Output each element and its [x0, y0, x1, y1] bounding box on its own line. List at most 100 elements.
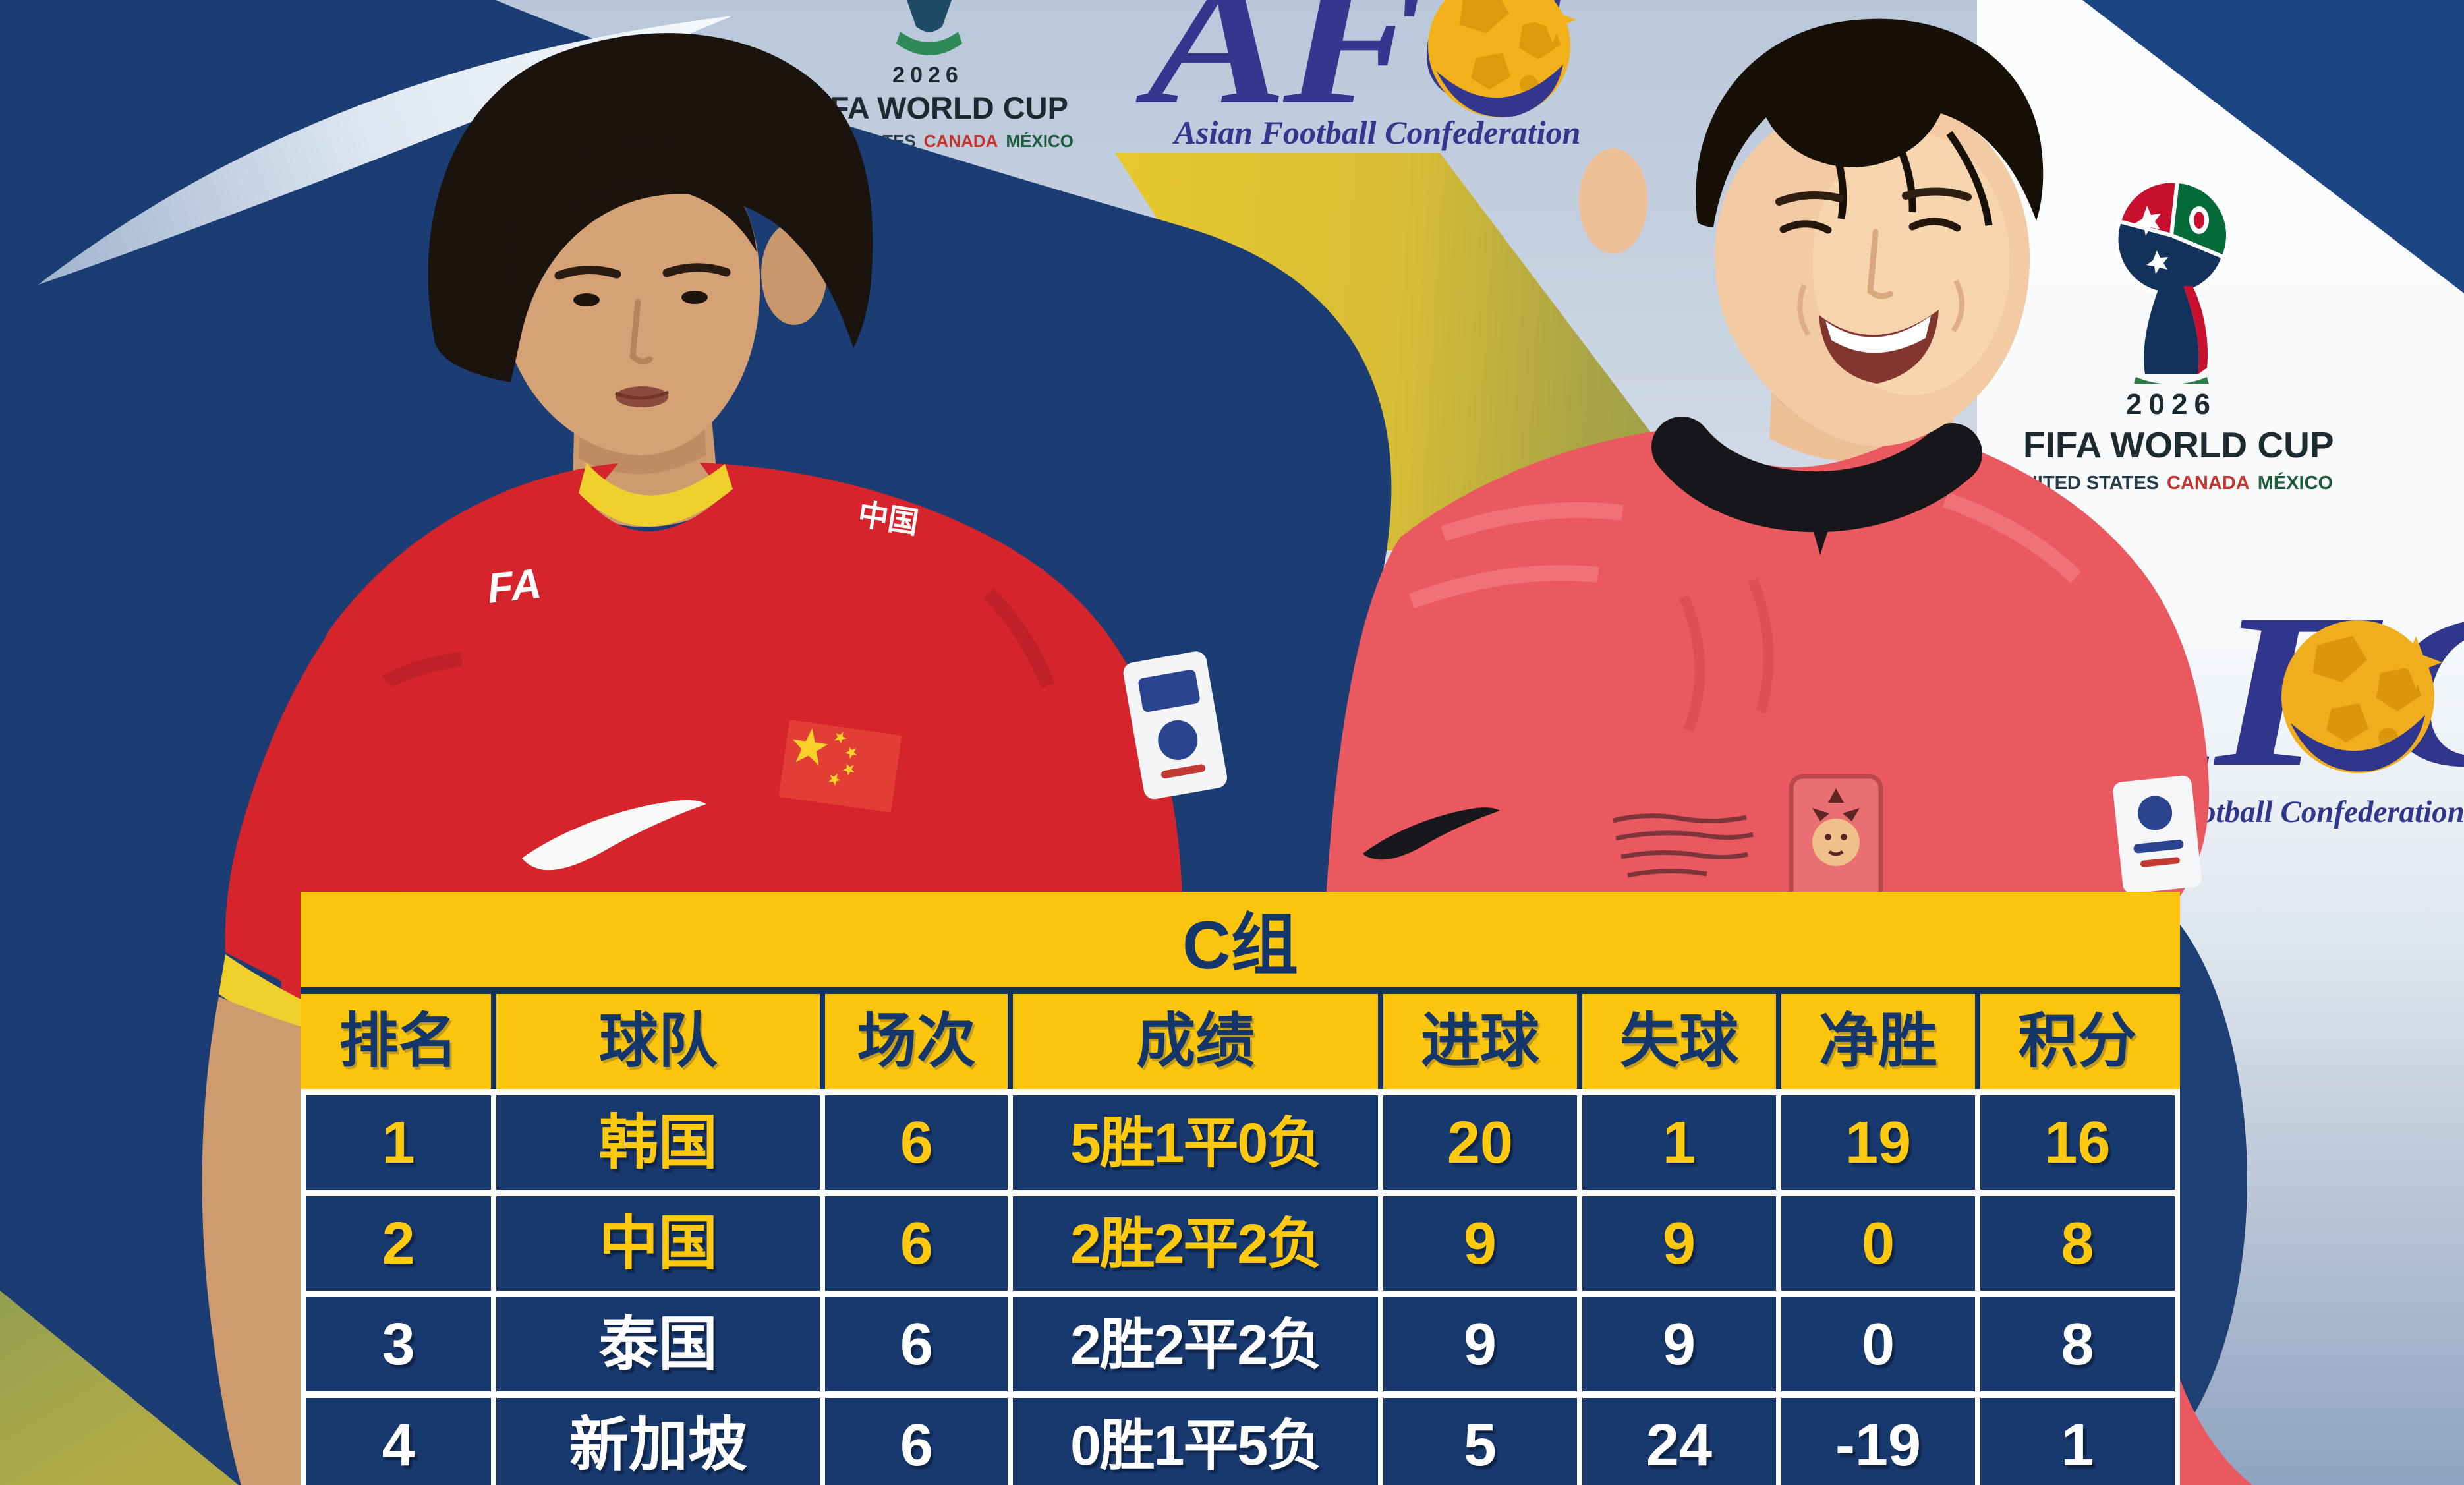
lip-line	[615, 390, 669, 400]
table-row: 4 新加坡 6 0胜1平5负 5 24 -19 1	[306, 1391, 2175, 1485]
jersey-fold	[983, 588, 1055, 688]
table-row: 2 中国 6 2胜2平2负 9 9 0 8	[306, 1190, 2175, 1291]
nose	[629, 299, 653, 364]
collar	[579, 463, 733, 527]
hair	[1696, 18, 2044, 227]
header-goal-diff: 净胜	[1781, 994, 1981, 1089]
points-cell: 16	[1980, 1095, 2175, 1190]
olive-ribbon-corner	[0, 1291, 239, 1485]
nike-swoosh-icon	[522, 800, 706, 871]
goals-for-cell: 9	[1383, 1196, 1582, 1291]
eyebrow	[554, 266, 621, 280]
standings-table: C组 排名 球队 场次 成绩 进球 失球 净胜 积分 1 韩国 6 5胜1平0负…	[301, 892, 2180, 1485]
fifa-title: FIFA WORLD CUP	[2023, 424, 2334, 465]
teeth	[1825, 316, 1931, 353]
afc-globe-icon	[2281, 620, 2442, 773]
goals-for-cell: 9	[1383, 1297, 1582, 1391]
eyebrow	[662, 263, 731, 277]
tiger-crest	[1789, 774, 1883, 911]
fifa-year: 2026	[2126, 388, 2217, 421]
hair-strand	[1946, 131, 1993, 226]
smile-fold	[1951, 279, 1964, 333]
played-cell: 6	[825, 1196, 1014, 1291]
played-cell: 6	[825, 1297, 1014, 1391]
record-cell: 2胜2平2负	[1013, 1297, 1383, 1391]
afc-name-top: Asian Football Confederation	[1174, 114, 1581, 151]
points-cell: 8	[1980, 1196, 2175, 1291]
ear	[1579, 148, 1647, 254]
smile-fold	[1797, 283, 1811, 337]
table-header-row: 排名 球队 场次 成绩 进球 失球 净胜 积分	[301, 994, 2180, 1089]
header-points: 积分	[2018, 1008, 2137, 1074]
eyebrow	[1902, 187, 1972, 201]
header-team: 球队	[496, 994, 826, 1089]
goals-against-cell: 9	[1582, 1297, 1781, 1391]
goals-for-cell: 5	[1383, 1398, 1582, 1485]
jersey-fold	[1943, 492, 2082, 583]
goal-diff-cell: -19	[1781, 1398, 1981, 1485]
table-row: 1 韩国 6 5胜1平0负 20 1 19 16	[306, 1089, 2175, 1190]
team-cell: 中国	[496, 1196, 826, 1291]
team-cell: 泰国	[496, 1297, 826, 1391]
eye	[681, 291, 708, 304]
qualifier-badge	[1123, 651, 1227, 800]
goals-against-cell: 1	[1582, 1095, 1781, 1190]
hair-strand	[1819, 118, 1847, 219]
host-canada: CANADA	[923, 131, 998, 151]
fifa-title: FIFA WORLD CUP	[803, 90, 1068, 125]
hair	[428, 33, 873, 383]
jersey-fold	[1748, 578, 1774, 714]
hairline	[508, 140, 757, 283]
group-title: C组	[301, 892, 2180, 994]
nike-swoosh-icon	[1363, 807, 1500, 860]
eyebrow	[1775, 191, 1844, 206]
header-played: 场次	[825, 994, 1014, 1089]
jersey-fold	[1441, 502, 1624, 542]
goals-against-cell: 9	[1582, 1196, 1781, 1291]
fifa-world-cup-logo-right: 2026 FIFA WORLD CUP UNITED STATES CANADA M…	[2010, 179, 2334, 494]
rank-cell: 3	[306, 1297, 497, 1391]
host-mexico: MÉXICO	[1006, 131, 1074, 151]
header-record: 成绩	[1013, 994, 1383, 1089]
nose	[1867, 229, 1893, 299]
team-cell: 韩国	[496, 1095, 826, 1190]
jersey-fold	[1408, 565, 1599, 609]
china-flag-patch	[779, 720, 902, 813]
points-cell: 1	[1980, 1398, 2175, 1485]
header-goals-for: 进球	[1383, 994, 1582, 1089]
played-cell: 6	[825, 1398, 1014, 1485]
fifa-trophy-icon	[896, 0, 962, 55]
afc-globe-icon	[1428, 0, 1576, 117]
record-cell: 0胜1平5负	[1013, 1398, 1383, 1485]
table-row: 3 泰国 6 2胜2平2负 9 9 0 8	[306, 1291, 2175, 1391]
collar	[1651, 417, 1982, 533]
goal-diff-cell: 19	[1781, 1095, 1981, 1190]
eye-smiling	[1779, 220, 1832, 234]
played-cell: 6	[825, 1095, 1014, 1190]
eye-smiling	[1908, 218, 1961, 232]
fifa-trophy-color-icon	[2114, 179, 2230, 399]
hair-strand	[1883, 118, 1916, 213]
goal-diff-cell: 0	[1781, 1196, 1981, 1291]
header-rank: 排名	[306, 994, 497, 1089]
fifa-year: 2026	[892, 63, 963, 88]
rank-cell: 2	[306, 1196, 497, 1291]
header-goals-against: 失球	[1582, 994, 1781, 1089]
goals-against-cell: 24	[1582, 1398, 1781, 1485]
qualifier-badge	[2113, 775, 2202, 894]
jersey-chest-text: FA	[485, 560, 544, 612]
rank-cell: 1	[306, 1095, 497, 1190]
eye	[573, 293, 600, 306]
record-cell: 2胜2平2负	[1013, 1196, 1383, 1291]
host-canada: CANADA	[2167, 473, 2250, 494]
jersey-fold	[1678, 594, 1705, 732]
table-body: 1 韩国 6 5胜1平0负 20 1 19 16 2 中国 6 2胜2平2负 9…	[301, 1089, 2180, 1485]
goal-diff-cell: 0	[1781, 1297, 1981, 1391]
collar-notch	[1809, 514, 1833, 555]
signature-text-lines	[1613, 813, 1754, 878]
record-cell: 5胜1平0负	[1013, 1095, 1383, 1190]
host-mexico: MÉXICO	[2257, 473, 2334, 494]
goals-for-cell: 20	[1383, 1095, 1582, 1190]
team-cell: 新加坡	[496, 1398, 826, 1485]
